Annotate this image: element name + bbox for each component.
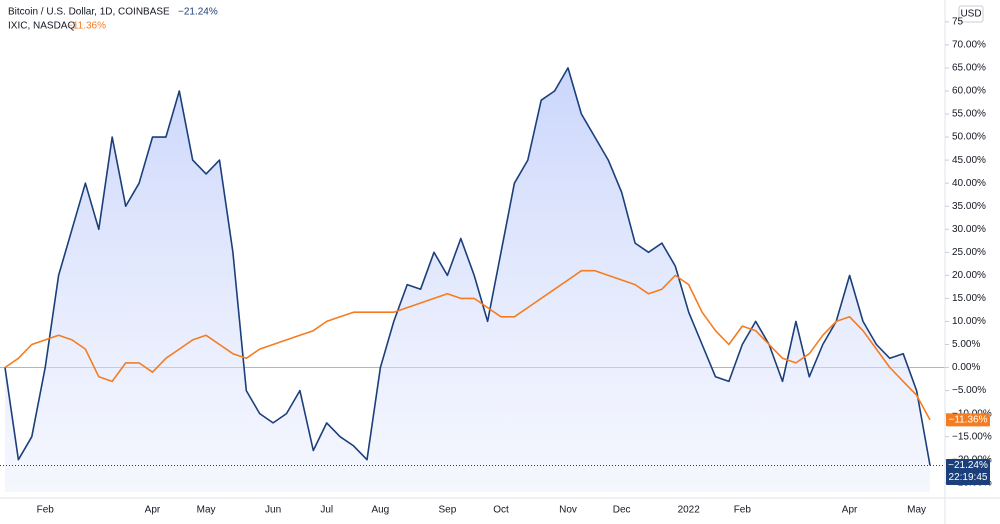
x-tick-label: Feb [734,505,752,516]
x-tick-label: 2022 [678,505,701,516]
y-tick-label: 10.00% [952,316,986,327]
area [5,67,930,493]
x-tick-label: Nov [559,505,577,516]
unit-badge[interactable] [958,5,984,23]
x-tick-label: Apr [842,505,858,516]
legend-series-1: IXIC, NASDAQ [8,21,75,32]
legend-change-1: −11.36% [67,21,106,32]
y-tick-label: −5.00% [952,385,986,396]
series-line [4,269,931,421]
x-tick-label: Aug [371,505,389,516]
series-line [4,67,931,466]
y-tick-label: 45.00% [952,155,986,166]
y-tick-label: 50.00% [952,132,986,143]
y-tick-label: 75 [952,16,964,27]
x-tick-label: Dec [613,505,631,516]
y-tick-label: −15.00% [952,431,992,442]
legend-series-0: Bitcoin / U.S. Dollar, 1D, COINBASE [8,7,170,18]
x-tick-label: May [197,505,216,516]
y-tick-label: 5.00% [952,339,980,350]
x-tick-label: Oct [493,505,509,516]
y-tick-label: 40.00% [952,178,986,189]
unit-label: USD [960,9,981,20]
last-value-label: −21.24% [948,460,988,471]
y-tick-label: 25.00% [952,247,986,258]
y-tick-label: 70.00% [952,40,986,51]
x-tick-label: Jul [320,505,333,516]
y-tick-label: 60.00% [952,86,986,97]
y-tick-label: 0.00% [952,362,980,373]
countdown: 22:19:45 [949,472,988,483]
y-tick-label: 20.00% [952,270,986,281]
x-tick-label: Jun [265,505,281,516]
x-tick-label: Apr [145,505,161,516]
y-tick-label: 65.00% [952,63,986,74]
y-tick-label: 15.00% [952,293,986,304]
x-tick-label: Feb [37,505,55,516]
y-tick-label: 35.00% [952,201,986,212]
last-value-badge [946,413,990,427]
x-tick-label: Sep [438,505,456,516]
y-tick-label: 55.00% [952,109,986,120]
x-tick-label: May [907,505,926,516]
last-value-label: −11.36% [948,415,987,426]
y-tick-label: 30.00% [952,224,986,235]
last-value-badge [946,458,990,485]
legend-change-0: −21.24% [178,7,218,18]
